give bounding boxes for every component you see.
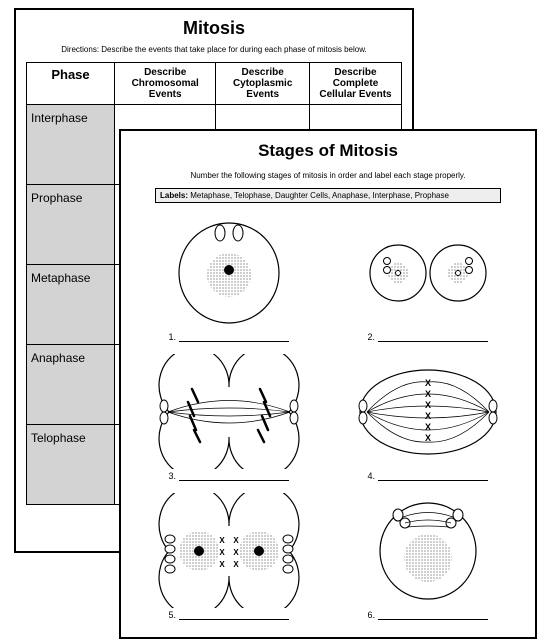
- phase-telophase: Telophase: [27, 425, 115, 505]
- labels-text: Metaphase, Telophase, Daughter Cells, An…: [190, 191, 449, 200]
- svg-text:X: X: [233, 536, 239, 545]
- answer-blank-6[interactable]: 6.: [367, 610, 487, 620]
- answer-blank-5[interactable]: 5.: [168, 610, 288, 620]
- worksheet-stages-diagram: Stages of Mitosis Number the following s…: [119, 129, 537, 639]
- phase-interphase: Interphase: [27, 105, 115, 185]
- diagram-cell-6: 6.: [334, 493, 521, 628]
- svg-text:X: X: [233, 548, 239, 557]
- svg-text:X: X: [233, 560, 239, 569]
- diagram-cell-2: 2.: [334, 215, 521, 350]
- sheet1-directions: Directions: Describe the events that tak…: [26, 45, 402, 54]
- svg-text:X: X: [219, 548, 225, 557]
- col-cellular: Describe Complete Cellular Events: [309, 63, 401, 105]
- col-chromosomal: Describe Chromosomal Events: [115, 63, 216, 105]
- sheet2-title: Stages of Mitosis: [135, 141, 521, 161]
- blank-number: 5.: [168, 610, 176, 620]
- cell-diagram-icon: [144, 215, 314, 330]
- labels-prefix: Labels:: [160, 191, 188, 200]
- col-cytoplasmic: Describe Cytoplasmic Events: [216, 63, 310, 105]
- blank-number: 1.: [168, 332, 176, 342]
- svg-text:X: X: [424, 422, 430, 432]
- cell-diagram-icon: [343, 493, 513, 608]
- answer-blank-2[interactable]: 2.: [367, 332, 487, 342]
- diagram-cell-1: 1.: [135, 215, 322, 350]
- diagram-cell-4: X X X X X X 4.: [334, 354, 521, 489]
- svg-text:X: X: [219, 536, 225, 545]
- phase-metaphase: Metaphase: [27, 265, 115, 345]
- blank-number: 4.: [367, 471, 375, 481]
- col-phase: Phase: [27, 63, 115, 105]
- svg-text:X: X: [219, 560, 225, 569]
- diagram-grid: 1.: [135, 215, 521, 628]
- sheet2-instructions: Number the following stages of mitosis i…: [135, 171, 521, 180]
- diagram-cell-5: XX XX XX 5.: [135, 493, 322, 628]
- answer-blank-1[interactable]: 1.: [168, 332, 288, 342]
- phase-prophase: Prophase: [27, 185, 115, 265]
- labels-box: Labels: Metaphase, Telophase, Daughter C…: [155, 188, 501, 203]
- diagram-cell-3: 3.: [135, 354, 322, 489]
- blank-number: 6.: [367, 610, 375, 620]
- cell-diagram-icon: X X X X X X: [343, 354, 513, 469]
- svg-text:X: X: [424, 400, 430, 410]
- svg-text:X: X: [424, 411, 430, 421]
- cell-diagram-icon: [144, 354, 314, 469]
- cell-diagram-icon: [343, 215, 513, 330]
- svg-text:X: X: [424, 378, 430, 388]
- svg-text:X: X: [424, 433, 430, 443]
- svg-text:X: X: [424, 389, 430, 399]
- phase-anaphase: Anaphase: [27, 345, 115, 425]
- sheet1-title: Mitosis: [26, 18, 402, 39]
- blank-number: 2.: [367, 332, 375, 342]
- blank-number: 3.: [168, 471, 176, 481]
- answer-blank-3[interactable]: 3.: [168, 471, 288, 481]
- answer-blank-4[interactable]: 4.: [367, 471, 487, 481]
- cell-diagram-icon: XX XX XX: [144, 493, 314, 608]
